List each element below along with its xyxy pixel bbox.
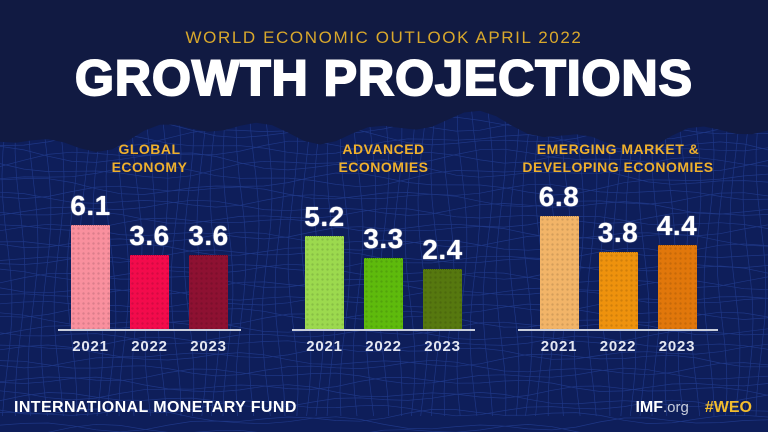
group-title-line: DEVELOPING ECONOMIES <box>522 159 714 176</box>
bar-value-label: 6.1 <box>70 190 111 221</box>
year-label: 2023 <box>190 338 227 355</box>
year-label: 2021 <box>306 338 343 355</box>
bar-value-label: 3.8 <box>597 217 639 248</box>
group-title: GLOBAL ECONOMY <box>58 140 241 184</box>
bar-column-2022: 3.8 <box>597 217 639 329</box>
year-label: 2021 <box>72 338 109 355</box>
imf-brand-text: IMF <box>635 399 664 416</box>
imf-name-text: INTERNATIONAL MONETARY FUND <box>14 399 297 416</box>
bar-column-2022: 3.3 <box>363 223 404 329</box>
bar <box>423 269 462 329</box>
imf-domain-text: .org <box>663 399 689 416</box>
report-subtitle: WORLD ECONOMIC OUTLOOK APRIL 2022 <box>185 28 583 47</box>
group-title: ADVANCED ECONOMIES <box>292 140 475 184</box>
bar-value-label: 5.2 <box>304 201 345 232</box>
bar-value-label: 3.6 <box>188 220 229 251</box>
group-title: EMERGING MARKET & DEVELOPING ECONOMIES <box>518 140 718 184</box>
group-title-line: GLOBAL <box>118 141 181 157</box>
year-label: 2022 <box>365 338 402 355</box>
bar <box>539 216 579 329</box>
bar-value-label: 6.8 <box>538 181 580 212</box>
bar-column-2021: 6.8 <box>538 181 580 329</box>
bar <box>71 225 110 329</box>
year-label: 2023 <box>424 338 461 355</box>
bar-column-2022: 3.6 <box>129 220 170 329</box>
weo-hashtag-text: #WEO <box>704 399 752 416</box>
chart-group-global-economy: GLOBAL ECONOMY 6.1 3.6 3.6 2021 2022 2023 <box>58 140 241 355</box>
header: WORLD ECONOMIC OUTLOOK APRIL 2022 GROWTH… <box>0 0 768 106</box>
bar-column-2023: 2.4 <box>422 234 463 329</box>
page-title: GROWTH PROJECTIONS <box>74 50 694 106</box>
bar-column-2023: 3.6 <box>188 220 229 329</box>
bar <box>305 236 344 329</box>
group-title-line: EMERGING MARKET & <box>536 141 700 157</box>
chart-group-emerging-market-developing-economies: EMERGING MARKET & DEVELOPING ECONOMIES 6.8… <box>518 140 718 355</box>
bar-value-label: 4.4 <box>656 210 698 241</box>
year-axis: 2021 2022 2023 <box>518 338 718 355</box>
chart-group-advanced-economies: ADVANCED ECONOMIES 5.2 3.3 2.4 2021 2022 2023 <box>292 140 475 355</box>
year-axis: 2021 2022 2023 <box>58 338 241 355</box>
bar-value-label: 3.6 <box>129 220 170 251</box>
group-title-line: ADVANCED <box>342 141 425 157</box>
footer-right: IMF .org #WEO <box>635 399 752 417</box>
bar <box>130 255 169 329</box>
year-label: 2021 <box>540 338 578 355</box>
bar-plot: 5.2 3.3 2.4 <box>292 188 475 331</box>
bar-plot: 6.1 3.6 3.6 <box>58 188 241 331</box>
bar-value-label: 2.4 <box>422 234 463 265</box>
bar <box>189 255 228 329</box>
bar-column-2021: 6.1 <box>70 190 111 329</box>
year-label: 2022 <box>131 338 168 355</box>
year-axis: 2021 2022 2023 <box>292 338 475 355</box>
bar-column-2023: 4.4 <box>656 210 698 329</box>
year-label: 2022 <box>599 338 637 355</box>
bar-value-label: 3.3 <box>363 223 404 254</box>
year-label: 2023 <box>658 338 696 355</box>
group-title-line: ECONOMIES <box>338 159 429 176</box>
bar-plot: 6.8 3.8 4.4 <box>518 181 718 331</box>
group-title-line: ECONOMY <box>111 159 188 176</box>
bar <box>657 245 697 329</box>
bar <box>598 252 638 329</box>
footer: INTERNATIONAL MONETARY FUND IMF .org #WE… <box>14 399 752 417</box>
bar-column-2021: 5.2 <box>304 201 345 329</box>
bar <box>364 258 403 329</box>
